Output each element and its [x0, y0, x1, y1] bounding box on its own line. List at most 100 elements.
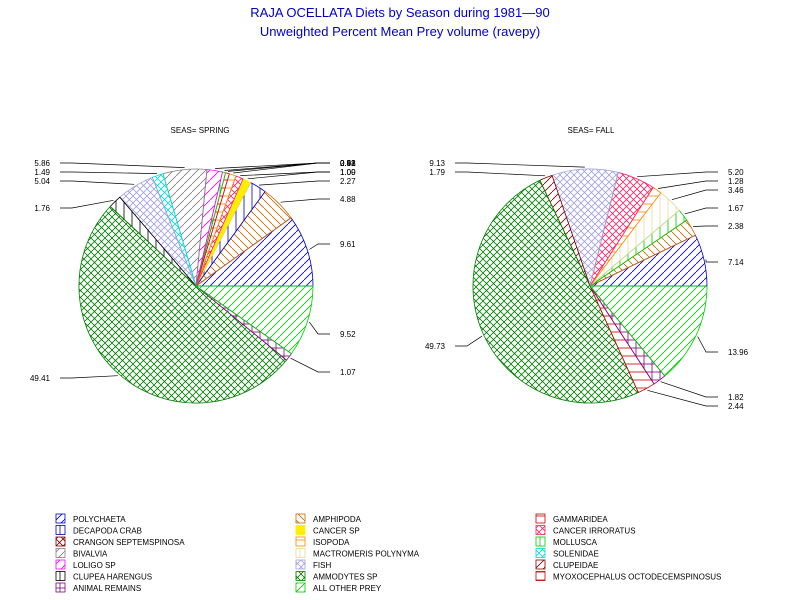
- pie-leader-line: [309, 321, 330, 335]
- chart-title: RAJA OCELLATA Diets by Season during 198…: [250, 5, 549, 20]
- pie-leader-line: [290, 357, 330, 373]
- legend-swatch: [295, 582, 306, 593]
- pie-leader-line: [60, 375, 118, 379]
- pie-value-label: 1.28: [728, 177, 744, 186]
- legend-swatch: [535, 525, 546, 535]
- pie-value-label: 0.51: [340, 159, 356, 168]
- legend-label: CANCER SP: [313, 527, 360, 536]
- pie-value-label: 7.14: [728, 258, 744, 267]
- pie-value-label: 1.09: [340, 168, 356, 177]
- pie-slice-all-other-prey: [589, 285, 708, 377]
- pie-value-label: 1.79: [429, 168, 445, 177]
- legend-swatch: [535, 513, 546, 524]
- pie-leader-line: [60, 171, 157, 174]
- legend-swatch: [295, 536, 306, 547]
- pie-leader-line: [658, 180, 718, 189]
- legend-swatch: [535, 548, 546, 558]
- legend-item-gammaridea: GAMMARIDEA: [535, 513, 608, 524]
- legend-item-polychaeta: POLYCHAETA: [55, 513, 126, 524]
- legend-label: POLYCHAETA: [73, 515, 126, 524]
- legend-item-cancer-irroratus: CANCER IRRORATUS: [535, 525, 636, 536]
- pie-leader-line: [705, 259, 718, 263]
- pie-leader-line: [60, 199, 114, 209]
- legend-swatch: [55, 559, 66, 570]
- legend-label: FISH: [313, 561, 331, 570]
- legend-item-isopoda: ISOPODA: [295, 536, 350, 547]
- legend-label: SOLENIDAE: [553, 550, 599, 559]
- legend-swatch: [55, 525, 66, 535]
- legend-item-crangon-septemspinosa: CRANGON SEPTEMSPINOSA: [55, 536, 185, 547]
- pie-panel-label: SEAS= SPRING: [171, 126, 230, 135]
- legend-swatch: [55, 536, 66, 547]
- pie-leader-line: [60, 180, 135, 185]
- pie-leader-line: [671, 189, 718, 201]
- legend-swatch: [295, 571, 306, 581]
- legend-item-bivalvia: BIVALVIA: [55, 548, 108, 559]
- pie-leader-line: [258, 180, 330, 186]
- legend-label: AMMODYTES SP: [313, 573, 377, 582]
- legend-swatch: [55, 513, 66, 524]
- legend-label: CLUPEA HARENGUS: [73, 573, 152, 582]
- pie-value-label: 3.46: [728, 186, 744, 195]
- legend-swatch: [535, 571, 546, 581]
- legend-item-ammodytes-sp: AMMODYTES SP: [295, 571, 377, 582]
- legend-label: MOLLUSCA: [553, 538, 598, 547]
- legend-label: BIVALVIA: [73, 550, 108, 559]
- pie-value-label: 0.42: [340, 159, 356, 168]
- pie-value-label: 49.41: [30, 374, 51, 383]
- legend-swatch: [535, 536, 546, 547]
- pie-value-label: 1.67: [728, 204, 744, 213]
- legend-item-decapoda-crab: DECAPODA CRAB: [55, 525, 142, 536]
- legend-label: ISOPODA: [313, 538, 350, 547]
- legend-item-mollusca: MOLLUSCA: [535, 536, 598, 547]
- pie-value-label: 0.93: [340, 159, 356, 168]
- legend-label: CLUPEIDAE: [553, 561, 598, 570]
- legend-label: AMPHIPODA: [313, 515, 362, 524]
- pie-leader-line: [455, 171, 546, 177]
- legend-label: ALL OTHER PREY: [313, 584, 382, 593]
- legend-swatch: [295, 559, 306, 570]
- pie-value-label: 5.86: [34, 159, 50, 168]
- legend-label: MACTROMERIS POLYNYMA: [313, 550, 420, 559]
- pie-leader-line: [637, 171, 718, 178]
- legend-swatch: [535, 559, 546, 570]
- pie-panel-label: SEAS= FALL: [568, 126, 615, 135]
- pie-slice-all-other-prey: [194, 285, 314, 355]
- legend-label: DECAPODA CRAB: [73, 527, 142, 536]
- pie-value-label: 2.27: [340, 177, 356, 186]
- legend-item-amphipoda: AMPHIPODA: [295, 513, 362, 524]
- legend-item-animal-remains: ANIMAL REMAINS: [55, 582, 141, 593]
- pie-leader-line: [280, 198, 330, 203]
- legend-item-loligo-sp: LOLIGO SP: [55, 559, 116, 570]
- legend-swatch: [55, 548, 66, 558]
- pie-value-label: 2.08: [340, 159, 356, 168]
- pie-value-label: 13.96: [728, 348, 749, 357]
- chart-subtitle: Unweighted Percent Mean Prey volume (rav…: [260, 24, 540, 39]
- legend-swatch: [55, 582, 66, 593]
- legend-item-clupeidae: CLUPEIDAE: [535, 559, 598, 570]
- legend-item-clupea-harengus: CLUPEA HARENGUS: [55, 571, 152, 582]
- legend-item-myoxocephalus-octodecemspinosus: MYOXOCEPHALUS OCTODECEMSPINOSUS: [535, 571, 721, 582]
- pie-value-label: 5.04: [34, 177, 50, 186]
- pie-value-label: 4.88: [340, 195, 356, 204]
- legend-swatch: [295, 513, 306, 524]
- pie-leader-line: [215, 162, 330, 169]
- pie-value-label: 1.82: [728, 393, 744, 402]
- legend-item-solenidae: SOLENIDAE: [535, 548, 599, 559]
- pie-leader-line: [455, 335, 483, 347]
- pie-seas-fall: SEAS= FALL7.142.381.673.461.285.209.131.…: [425, 126, 749, 411]
- pie-seas-spring: SEAS= SPRING 9.61 4.88 2.271.091.000.930.51…: [30, 126, 356, 404]
- legend-label: MYOXOCEPHALUS OCTODECEMSPINOSUS: [553, 573, 721, 582]
- pie-leader-line: [660, 381, 718, 398]
- pie-leader-line: [60, 162, 185, 168]
- pie-value-label: 5.20: [728, 168, 744, 177]
- pie-charts: SEAS= SPRING 9.61 4.88 2.271.091.000.930.51…: [30, 126, 749, 411]
- pie-leader-line: [697, 336, 718, 353]
- legend-item-all-other-prey: ALL OTHER PREY: [295, 582, 382, 593]
- legend-item-mactromeris-polynyma: MACTROMERIS POLYNYMA: [295, 548, 420, 559]
- legend-swatch: [55, 571, 66, 581]
- pie-leader-line: [693, 225, 718, 227]
- pie-leader-line: [240, 171, 330, 176]
- legend-label: GAMMARIDEA: [553, 515, 608, 524]
